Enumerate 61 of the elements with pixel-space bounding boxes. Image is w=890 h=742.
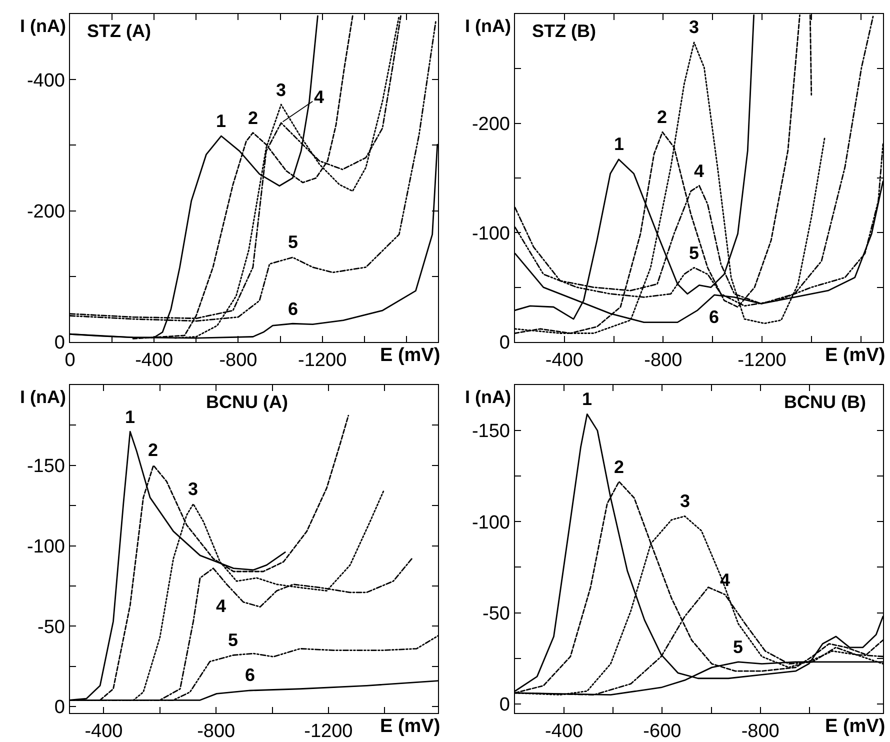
annotation: 1 xyxy=(582,389,592,409)
x-tick-label: -600 xyxy=(643,721,682,742)
annotation: 3 xyxy=(188,479,198,499)
y-tick-label: 0 xyxy=(499,332,510,354)
y-tick-label: -100 xyxy=(472,223,510,244)
y-tick-label: 0 xyxy=(54,697,65,718)
annotation: 5 xyxy=(288,232,298,252)
annotation: 5 xyxy=(689,243,700,263)
x-tick-label: -1200 xyxy=(298,350,347,371)
y-axis-title: I (nA) xyxy=(20,16,66,36)
annotation: 5 xyxy=(733,637,744,657)
annotation: 2 xyxy=(614,457,624,477)
y-tick-label: 0 xyxy=(499,694,510,716)
annotation: 5 xyxy=(228,630,238,650)
annotation: 2 xyxy=(657,107,668,127)
annotation: 3 xyxy=(680,491,690,511)
x-tick-label: -800 xyxy=(197,721,236,742)
x-tick-label: -800 xyxy=(219,350,258,371)
annotation: 3 xyxy=(689,17,700,37)
y-tick-label: -50 xyxy=(482,603,510,624)
x-axis-title: E (mV) xyxy=(825,345,886,366)
chart-title: BCNU (B) xyxy=(784,392,866,412)
annotation: 2 xyxy=(148,440,158,460)
y-tick-label: -100 xyxy=(26,536,65,558)
y-tick-label: -200 xyxy=(472,114,510,135)
x-tick-label: -400 xyxy=(135,350,174,371)
annotation: 2 xyxy=(248,108,258,128)
x-axis-title: E (mV) xyxy=(825,716,886,737)
annotation: 6 xyxy=(245,665,256,685)
annotation: 1 xyxy=(614,134,624,154)
y-axis-title: I (nA) xyxy=(465,387,511,407)
chart-title: STZ (A) xyxy=(87,21,151,41)
y-axis-title: I (nA) xyxy=(20,387,66,407)
x-tick-label: -1200 xyxy=(738,350,786,371)
y-tick-label: 0 xyxy=(54,332,65,354)
y-tick-label: -150 xyxy=(472,421,510,442)
x-tick-label: -800 xyxy=(644,350,682,371)
x-tick-label: -400 xyxy=(545,350,584,371)
annotation: 4 xyxy=(694,161,704,181)
chart-title: BCNU (A) xyxy=(206,392,288,412)
y-tick-label: -100 xyxy=(472,512,510,534)
y-axis-title: I (nA) xyxy=(465,16,511,36)
y-tick-label: -200 xyxy=(26,201,65,222)
chart-title: STZ (B) xyxy=(532,21,596,41)
annotation: 4 xyxy=(720,570,730,590)
annotation: 4 xyxy=(314,87,324,107)
annotation: 1 xyxy=(125,407,136,427)
annotation: 6 xyxy=(709,307,720,327)
x-axis-title: E (mV) xyxy=(380,345,440,366)
y-tick-label: -400 xyxy=(26,70,65,92)
x-tick-label: -800 xyxy=(741,721,780,742)
x-tick-label: -400 xyxy=(84,721,123,742)
x-tick-label: -400 xyxy=(545,721,584,742)
annotation: 3 xyxy=(276,80,286,100)
y-tick-label: -150 xyxy=(26,456,65,478)
y-tick-label: -50 xyxy=(38,616,65,638)
annotation: 6 xyxy=(288,299,298,319)
x-tick-label: -1200 xyxy=(304,721,353,742)
x-axis-title: E (mV) xyxy=(380,716,440,737)
annotation: 1 xyxy=(216,111,226,131)
annotation: 4 xyxy=(216,596,226,616)
